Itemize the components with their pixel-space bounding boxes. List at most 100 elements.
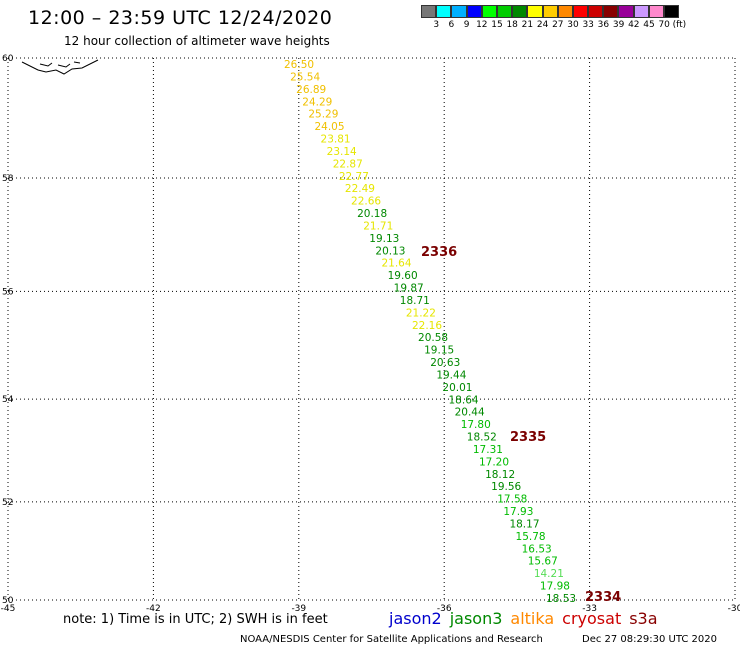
wave-height-label: 22.49 xyxy=(345,183,375,195)
wave-height-label: 22.77 xyxy=(339,171,369,183)
legend-label: 70 xyxy=(658,20,670,30)
wave-height-label: 20.63 xyxy=(430,357,460,369)
legend-label: 9 xyxy=(463,20,470,30)
wave-height-label: 18.53 xyxy=(546,593,576,605)
satellite-label: s3a xyxy=(629,609,658,628)
lon-tick-label: -33 xyxy=(582,604,597,614)
wave-height-label: 18.12 xyxy=(485,469,515,481)
wave-height-label: 25.29 xyxy=(308,109,338,121)
lon-tick-label: -45 xyxy=(1,604,16,614)
wave-height-label: 18.71 xyxy=(400,295,430,307)
lon-tick-label: -30 xyxy=(728,604,740,614)
legend-label: (ft) xyxy=(672,20,687,30)
lat-tick-label: 54 xyxy=(2,395,14,405)
legend-label: 3 xyxy=(433,20,440,30)
wave-height-label: 14.21 xyxy=(534,568,564,580)
page-title: 12:00 – 23:59 UTC 12/24/2020 xyxy=(28,7,333,29)
lat-tick-label: 58 xyxy=(2,174,14,184)
wave-height-label: 26.89 xyxy=(296,84,326,96)
wave-height-label: 17.80 xyxy=(461,419,491,431)
legend-label: 42 xyxy=(628,20,640,30)
legend-swatch xyxy=(572,5,589,18)
wave-height-label: 15.78 xyxy=(516,531,546,543)
coastline-path xyxy=(39,61,81,68)
wave-height-label: 15.67 xyxy=(528,556,558,568)
lon-tick-label: -36 xyxy=(437,604,452,614)
wave-height-label: 21.71 xyxy=(363,220,393,232)
wave-height-label: 24.05 xyxy=(314,121,344,133)
pass-labels: 2336 2335 2334 xyxy=(421,245,621,605)
wave-height-label: 19.13 xyxy=(369,233,399,245)
wave-height-label: 20.13 xyxy=(375,245,405,257)
wave-height-label: 18.17 xyxy=(509,518,539,530)
legend-labels: 3 6 9 12 15 18 21 24 27 30 33 36 39 42 45 70 (ft) xyxy=(421,18,686,32)
legend-swatch xyxy=(557,5,573,18)
wave-height-label: 25.54 xyxy=(290,71,320,83)
wave-height-label: 23.81 xyxy=(321,134,351,146)
legend-swatch xyxy=(496,5,513,18)
legend-swatch xyxy=(618,5,634,18)
legend-label: 18 xyxy=(506,20,518,30)
legend-swatch xyxy=(664,5,680,18)
legend-label: 30 xyxy=(567,20,579,30)
wave-height-label: 20.01 xyxy=(442,382,472,394)
lat-tick-label: 60 xyxy=(2,54,14,64)
satellite-label: jason2 xyxy=(389,609,442,628)
wave-height-label: 20.18 xyxy=(357,208,387,220)
lon-tick-label: -39 xyxy=(291,604,306,614)
legend-label: 33 xyxy=(582,20,594,30)
wave-height-label: 20.44 xyxy=(455,407,485,419)
legend-label: 39 xyxy=(612,20,625,30)
legend-label: 15 xyxy=(491,20,503,30)
axis-labels: -45 -42 -39 -36 -33 -30 50 52 54 56 58 60 xyxy=(1,54,740,614)
lat-lon-grid xyxy=(7,57,736,601)
coastline-path xyxy=(21,59,99,75)
wave-height-label: 22.87 xyxy=(333,158,363,170)
legend-swatch xyxy=(527,5,543,18)
satellite-legend: jason2 jason3 altika cryosat s3a xyxy=(389,609,666,628)
pass-number-label: 2336 xyxy=(421,245,457,260)
wave-height-label: 23.14 xyxy=(327,146,357,158)
satellite-label: jason3 xyxy=(449,609,503,628)
color-scale-legend: 3 6 9 12 15 18 21 24 27 30 33 36 39 42 45 70 (ft) xyxy=(421,5,686,32)
legend-label: 21 xyxy=(521,20,534,30)
credit-text: NOAA/NESDIS Center for Satellite Applica… xyxy=(240,634,543,645)
satellite-label: altika xyxy=(510,609,555,628)
legend-swatch xyxy=(421,5,437,18)
legend-label: 6 xyxy=(448,20,455,30)
wave-height-label: 19.15 xyxy=(424,345,454,357)
lon-tick-label: -42 xyxy=(146,604,161,614)
wave-height-label: 18.52 xyxy=(467,432,497,444)
legend-swatch xyxy=(588,5,604,18)
legend-swatch xyxy=(648,5,664,18)
legend-label: 45 xyxy=(643,20,655,30)
wave-height-label: 21.64 xyxy=(381,258,411,270)
legend-swatch xyxy=(633,5,649,18)
timestamp: Dec 27 08:29:30 UTC 2020 xyxy=(582,634,717,645)
lat-tick-label: 52 xyxy=(2,498,13,508)
wave-height-label: 17.98 xyxy=(540,581,570,593)
legend-swatch xyxy=(542,5,558,18)
wave-height-label: 22.16 xyxy=(412,320,442,332)
footer-note: note: 1) Time is in UTC; 2) SWH is in fe… xyxy=(63,612,328,627)
legend-swatch xyxy=(481,5,497,18)
legend-swatches xyxy=(421,5,680,18)
lat-tick-label: 50 xyxy=(2,596,14,606)
pass-number-label: 2334 xyxy=(585,590,621,605)
wave-height-label: 17.20 xyxy=(479,456,509,468)
wave-height-label: 22.66 xyxy=(351,196,381,208)
satellite-label: cryosat xyxy=(562,609,622,628)
wave-height-label: 17.58 xyxy=(497,494,527,506)
wave-height-label: 19.44 xyxy=(436,369,466,381)
wave-height-label: 21.22 xyxy=(406,307,436,319)
wave-height-label: 19.87 xyxy=(394,283,424,295)
wave-height-points: 26.5025.5426.8924.2925.2924.0523.8123.14… xyxy=(284,59,576,605)
lat-tick-label: 56 xyxy=(2,287,14,297)
legend-swatch xyxy=(466,5,482,18)
wave-height-label: 26.50 xyxy=(284,59,314,71)
wave-height-label: 18.64 xyxy=(449,394,479,406)
legend-swatch xyxy=(451,5,467,18)
legend-label: 24 xyxy=(536,20,549,30)
legend-swatch xyxy=(603,5,619,18)
